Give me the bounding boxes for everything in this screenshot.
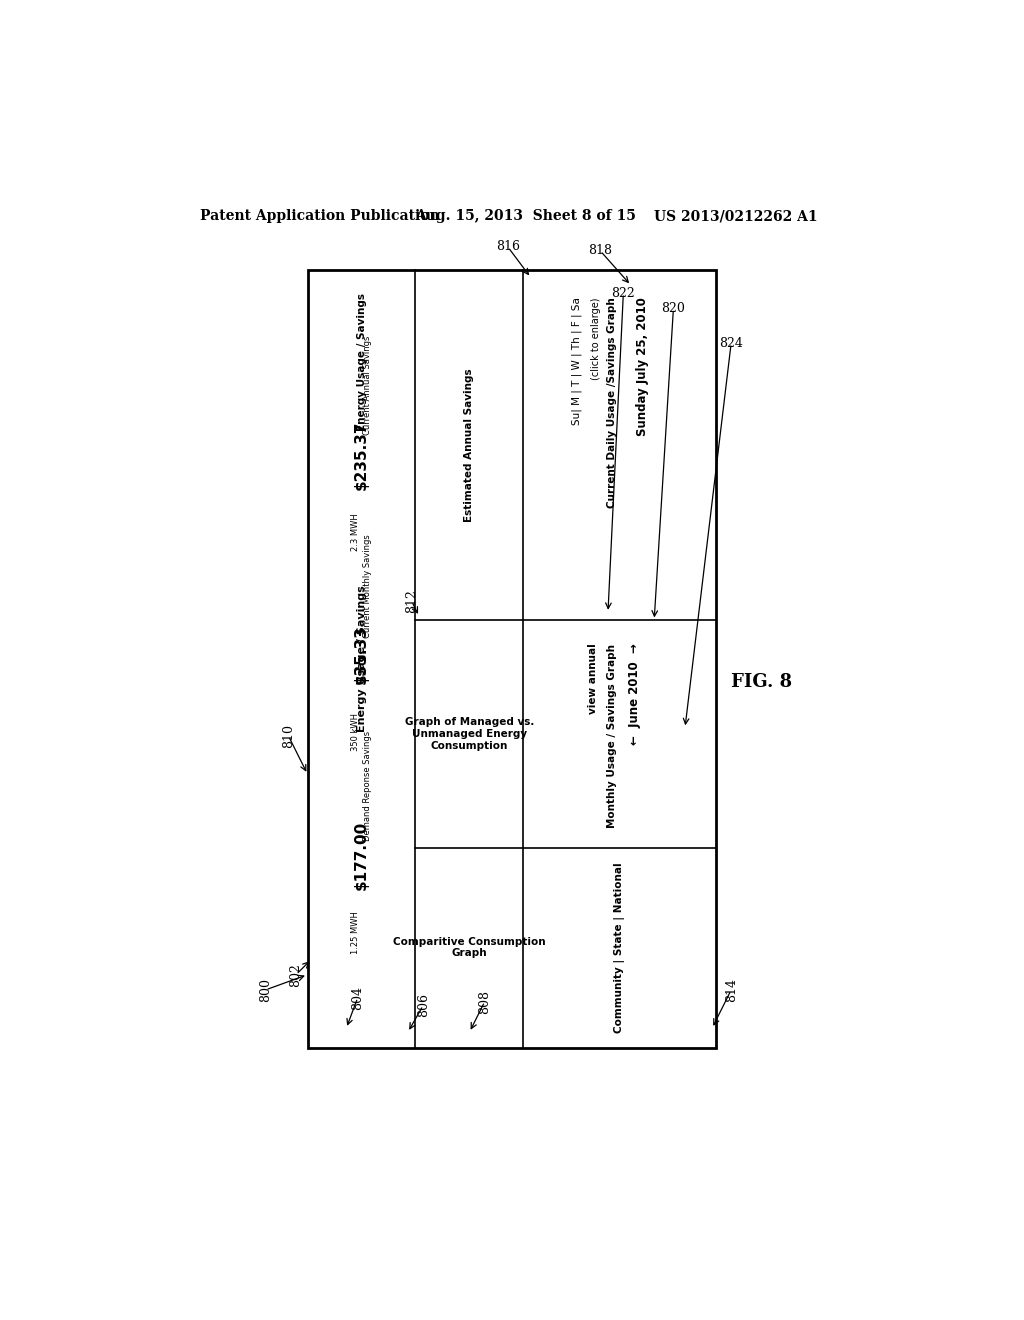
Text: view annual: view annual bbox=[588, 644, 598, 714]
Text: 800: 800 bbox=[259, 978, 271, 1002]
Text: Graph of Managed vs.
Unmanaged Energy
Consumption: Graph of Managed vs. Unmanaged Energy Co… bbox=[404, 717, 535, 751]
Bar bbox=[307, 271, 716, 1048]
Text: (click to enlarge): (click to enlarge) bbox=[592, 297, 601, 380]
Text: 350 kWH: 350 kWH bbox=[351, 713, 359, 751]
Text: Energy Usage / Savings: Energy Usage / Savings bbox=[356, 293, 367, 432]
Text: 818: 818 bbox=[588, 244, 612, 257]
Text: Demand Reponse Savings: Demand Reponse Savings bbox=[364, 731, 372, 841]
Text: 808: 808 bbox=[478, 990, 492, 1014]
Text: $235.37: $235.37 bbox=[354, 420, 369, 490]
Text: 816: 816 bbox=[496, 240, 520, 253]
Text: 812: 812 bbox=[406, 589, 418, 612]
Text: 802: 802 bbox=[290, 962, 303, 986]
Text: Sunday July 25, 2010: Sunday July 25, 2010 bbox=[636, 297, 649, 436]
Text: Patent Application Publication: Patent Application Publication bbox=[200, 209, 439, 223]
Text: 820: 820 bbox=[662, 302, 685, 315]
Text: 2.3 MWH: 2.3 MWH bbox=[351, 513, 359, 550]
Text: 824: 824 bbox=[719, 337, 743, 350]
Text: Estimated Annual Savings: Estimated Annual Savings bbox=[464, 368, 474, 521]
Text: Current Monthly Savings: Current Monthly Savings bbox=[364, 533, 372, 638]
Text: Current Daily Usage /Savings Graph: Current Daily Usage /Savings Graph bbox=[607, 297, 616, 508]
Text: Monthly Usage / Savings Graph: Monthly Usage / Savings Graph bbox=[607, 644, 616, 828]
Text: 822: 822 bbox=[611, 286, 635, 300]
Text: US 2013/0212262 A1: US 2013/0212262 A1 bbox=[654, 209, 818, 223]
Text: 804: 804 bbox=[351, 986, 365, 1010]
Text: 806: 806 bbox=[417, 994, 430, 1018]
Text: ←  June 2010  →: ← June 2010 → bbox=[629, 644, 641, 746]
Text: Aug. 15, 2013  Sheet 8 of 15: Aug. 15, 2013 Sheet 8 of 15 bbox=[416, 209, 636, 223]
Text: Comparitive Consumption
Graph: Comparitive Consumption Graph bbox=[393, 937, 546, 958]
Text: 810: 810 bbox=[282, 723, 295, 748]
Text: $35.33: $35.33 bbox=[354, 626, 369, 685]
Text: 814: 814 bbox=[725, 978, 737, 1002]
Text: Su| M | T | W | Th | F | Sa: Su| M | T | W | Th | F | Sa bbox=[572, 297, 583, 425]
Text: Community | State | National: Community | State | National bbox=[614, 862, 625, 1034]
Text: Energy Usage / Savings: Energy Usage / Savings bbox=[356, 586, 367, 733]
Text: Current Annual Savings: Current Annual Savings bbox=[364, 335, 372, 436]
Text: FIG. 8: FIG. 8 bbox=[731, 673, 793, 690]
Text: 1.25 MWH: 1.25 MWH bbox=[351, 911, 359, 953]
Text: $177.00: $177.00 bbox=[354, 821, 369, 890]
